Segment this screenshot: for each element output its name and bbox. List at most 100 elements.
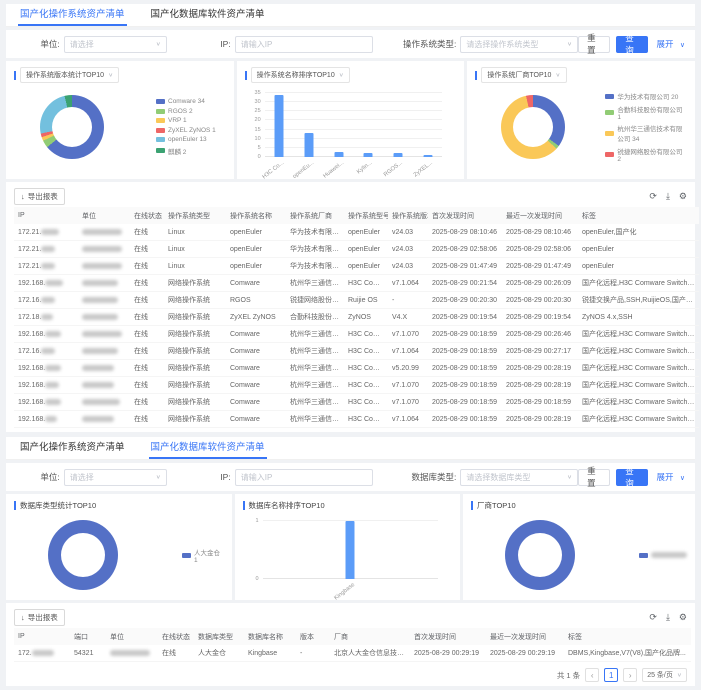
table-cell: 192.168. [14, 274, 78, 292]
db-type-donut-chart [48, 520, 118, 590]
chart-title-select[interactable]: 操作系统厂商TOP10 ∨ [481, 67, 567, 83]
db-type-label: 数据库类型: [411, 472, 457, 482]
table-cell: 杭州华三通信技术有... [286, 359, 344, 377]
tab-db-assets[interactable]: 国产化数据库软件资产清单 [148, 434, 267, 459]
redacted-text [41, 347, 56, 354]
settings-icon[interactable]: ⚙ [678, 190, 687, 201]
table-cell: 2025-08-29 00:29:19 [410, 645, 486, 662]
page-size-select[interactable]: 25 条/页 ∨ [642, 668, 687, 682]
legend-item[interactable]: 麒麟 2 [156, 146, 216, 156]
chevron-down-icon: ∨ [555, 72, 561, 79]
legend-label: 锐捷网络股份有限公司 2 [617, 148, 683, 163]
table-row: 172.16. 在线网络操作系统Comware杭州华三通信技术有...H3C Co… [14, 342, 699, 360]
refresh-icon[interactable]: ⟳ [649, 611, 657, 622]
table-cell: openEuler [344, 224, 388, 241]
column-header: 在线状态 [130, 207, 164, 224]
download-icon[interactable]: ⤓ [665, 611, 670, 622]
page-number-button[interactable]: 1 [604, 668, 619, 682]
unit-label: 单位: [40, 472, 60, 482]
table-cell: openEuler,国产化 [578, 224, 699, 241]
table-cell: 在线 [130, 325, 164, 343]
table-cell [106, 645, 158, 662]
legend-item[interactable]: 人大金仓 1 [182, 547, 224, 564]
chart-title: 厂商TOP10 [477, 501, 516, 510]
chart-title-select[interactable]: 操作系统版本统计TOP10 ∨ [20, 67, 120, 83]
legend-item[interactable]: openEuler 13 [156, 136, 216, 143]
ip-input[interactable] [240, 472, 367, 482]
table-cell [78, 224, 130, 241]
table-cell: 2025-08-29 01:47:49 [502, 257, 578, 275]
search-button[interactable]: 查 询 [616, 466, 649, 488]
legend-item[interactable]: 合勤科技股份有限公司 1 [605, 104, 687, 121]
expand-link[interactable]: 展开 ∨ [656, 39, 685, 49]
reset-button[interactable]: 重 置 [578, 33, 611, 55]
legend-item[interactable] [639, 552, 687, 558]
tab-os-assets[interactable]: 国产化操作系统资产清单 [20, 442, 125, 453]
bar [274, 94, 284, 157]
table-row: 192.168. 在线网络操作系统Comware杭州华三通信技术有...H3C C… [14, 325, 699, 343]
legend-item[interactable]: 锐捷网络股份有限公司 2 [605, 146, 687, 163]
tab-db-assets[interactable]: 国产化数据库软件资产清单 [150, 9, 265, 20]
expand-link[interactable]: 展开 ∨ [656, 472, 685, 482]
os-type-select[interactable]: 请选择操作系统类型 ∨ [460, 35, 579, 53]
next-page-button[interactable]: › [623, 668, 638, 682]
settings-icon[interactable]: ⚙ [678, 611, 687, 622]
search-button[interactable]: 查 询 [616, 33, 649, 55]
table-cell: 2025-08-29 00:27:17 [502, 342, 578, 360]
legend-item[interactable]: Comware 34 [156, 98, 216, 105]
table-cell: 2025-08-29 00:18:59 [428, 359, 502, 377]
chart-title: 操作系统厂商TOP10 [487, 72, 552, 79]
legend-item[interactable]: 华为技术有限公司 20 [605, 91, 687, 101]
unit-select[interactable]: 请选择 ∨ [63, 35, 167, 53]
redacted-text [651, 552, 687, 558]
table-cell: 192.168. [14, 410, 78, 428]
table-cell: 网络操作系统 [164, 376, 226, 394]
table-row: 192.168. 在线网络操作系统Comware杭州华三通信技术有...H3C C… [14, 410, 699, 428]
table-cell: RGOS [226, 291, 286, 309]
table-cell: v7.1.064 [388, 410, 428, 428]
db-type-select[interactable]: 请选择数据库类型 ∨ [460, 468, 579, 486]
table-cell: 网络操作系统 [164, 359, 226, 377]
prev-page-button[interactable]: ‹ [585, 668, 600, 682]
table-cell [78, 342, 130, 360]
redacted-text [31, 649, 54, 656]
unit-select[interactable]: 请选择 ∨ [63, 468, 167, 486]
table-cell: 2025-08-29 02:58:06 [502, 240, 578, 258]
table-row: 172.21. 在线 Linux openEuler 华为技术有限公司 openEuler… [14, 240, 699, 258]
redacted-text [82, 398, 120, 405]
column-header: 首次发现时间 [410, 628, 486, 645]
table-row: 172.21. 在线 Linux openEuler 华为技术有限公司 openEuler… [14, 224, 699, 241]
table-cell: 华为技术有限公司 [286, 240, 344, 258]
table-cell [78, 291, 130, 309]
legend-label: 人大金仓 1 [194, 549, 220, 564]
tab-os-assets[interactable]: 国产化操作系统资产清单 [18, 1, 127, 26]
table-cell: v7.1.064 [388, 342, 428, 360]
export-report-button[interactable]: ↓ 导出报表 [14, 608, 65, 626]
legend-item[interactable]: VRP 1 [156, 117, 216, 124]
chart-title-select[interactable]: 操作系统名称排序TOP10 ∨ [250, 67, 350, 83]
db-assets-table: IP 端口 单位 在线状态 数据库类型 数据库名称 版本 厂商 首次发现时间 最近一次发现时间 标签… [14, 628, 691, 662]
bar [304, 133, 314, 157]
y-axis-tick: 30 [254, 99, 261, 106]
legend-item[interactable]: RGOS 2 [156, 108, 216, 115]
bar [363, 153, 373, 157]
ip-input[interactable] [240, 39, 367, 49]
reset-button[interactable]: 重 置 [578, 466, 611, 488]
table-cell: 2025-08-29 00:18:59 [502, 393, 578, 411]
table-cell: 2025-08-29 00:19:54 [502, 308, 578, 326]
table-row: 192.168. 在线网络操作系统Comware杭州华三通信技术有...H3C C… [14, 359, 699, 377]
table-cell: H3C Comware [344, 359, 388, 377]
legend-item[interactable]: ZyXEL ZyNOS 1 [156, 127, 216, 134]
table-cell: ZyNOS 4.x,SSH [578, 308, 699, 326]
refresh-icon[interactable]: ⟳ [649, 190, 657, 201]
download-icon[interactable]: ⤓ [665, 190, 670, 201]
x-axis-tick: Kylin... [356, 160, 374, 176]
legend-item[interactable]: 杭州华三通信技术有限公司 34 [605, 123, 687, 143]
export-report-button[interactable]: ↓ 导出报表 [14, 187, 65, 205]
column-header: 首次发现时间 [428, 207, 502, 224]
table-cell: Comware [226, 325, 286, 343]
table-cell: - [296, 645, 330, 662]
table-cell: ZyXEL ZyNOS [226, 308, 286, 326]
table-cell: 2025-08-29 08:10:46 [428, 224, 502, 241]
table-cell: Comware [226, 376, 286, 394]
